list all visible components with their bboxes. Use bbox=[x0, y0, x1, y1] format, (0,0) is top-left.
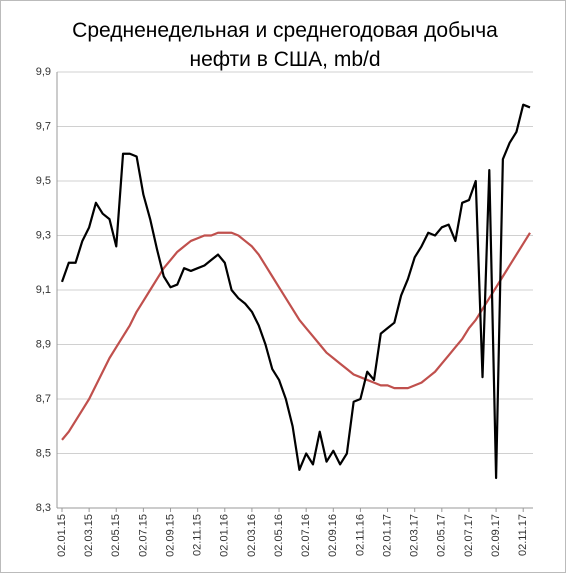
y-tick-label: 9,7 bbox=[36, 120, 51, 132]
x-tick-label: 02.11.17 bbox=[517, 514, 529, 556]
y-tick-label: 9,1 bbox=[36, 284, 51, 296]
x-tick-label: 02.07.15 bbox=[137, 514, 149, 557]
x-tick-label: 02.01.15 bbox=[56, 514, 68, 557]
y-tick-label: 8,7 bbox=[36, 393, 51, 405]
x-tick-label: 02.03.17 bbox=[409, 514, 421, 557]
y-tick-label: 8,9 bbox=[36, 338, 51, 350]
x-tick-label: 02.07.17 bbox=[463, 514, 475, 557]
x-tick-label: 02.03.16 bbox=[246, 514, 258, 557]
x-tick-label: 02.05.17 bbox=[436, 514, 448, 557]
data-line bbox=[60, 103, 531, 480]
x-tick-label: 02.09.16 bbox=[327, 514, 339, 557]
x-tick-label: 02.01.17 bbox=[381, 514, 393, 557]
x-tick-label: 02.11.15 bbox=[192, 514, 204, 556]
x-tick-label: 02.01.16 bbox=[219, 514, 231, 557]
y-tick-label: 8,5 bbox=[36, 447, 51, 459]
x-tick-label: 02.05.16 bbox=[273, 514, 285, 557]
x-tick-label: 02.05.15 bbox=[110, 514, 122, 557]
y-tick-label: 9,9 bbox=[36, 66, 51, 78]
x-tick-label: 02.09.17 bbox=[490, 514, 502, 557]
chart-title: Средненедельная и среднегодовая добыча н… bbox=[72, 19, 498, 71]
data-line bbox=[61, 231, 531, 441]
y-tick-label: 8,3 bbox=[36, 502, 51, 514]
x-tick-label: 02.11.16 bbox=[354, 514, 366, 556]
x-tick-label: 02.09.15 bbox=[164, 514, 176, 557]
x-tick-label: 02.03.15 bbox=[83, 514, 95, 557]
y-tick-label: 9,3 bbox=[36, 229, 51, 241]
y-tick-label: 9,5 bbox=[36, 175, 51, 187]
x-tick-label: 02.07.16 bbox=[300, 514, 312, 557]
